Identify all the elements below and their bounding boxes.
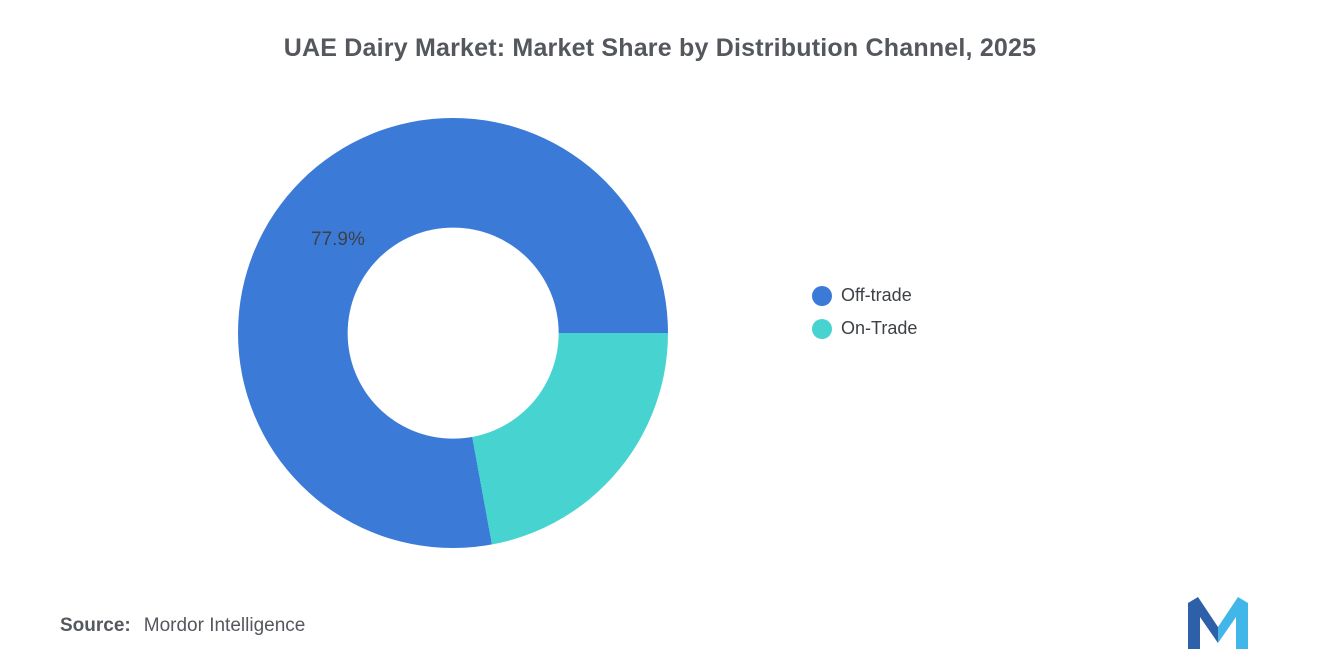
source-label: Source:: [60, 615, 131, 636]
legend-item-on-trade: On-Trade: [812, 318, 917, 339]
legend-label-on-trade: On-Trade: [841, 318, 918, 338]
donut-chart: [238, 118, 668, 548]
slice-label-off-trade: 77.9%: [311, 229, 365, 250]
donut-hole: [347, 227, 559, 439]
legend-label-off-trade: Off-trade: [841, 285, 912, 305]
legend-swatch-off-trade: [812, 285, 832, 306]
legend: Off-trade On-Trade: [812, 285, 917, 339]
legend-item-off-trade: Off-trade: [812, 285, 917, 306]
legend-swatch-on-trade: [812, 318, 832, 339]
source-value: Mordor Intelligence: [143, 615, 306, 636]
mordor-intelligence-logo-icon: [1188, 597, 1248, 649]
source-line: Source: Mordor Intelligence: [60, 615, 305, 637]
chart-title: UAE Dairy Market: Market Share by Distri…: [283, 34, 1037, 62]
